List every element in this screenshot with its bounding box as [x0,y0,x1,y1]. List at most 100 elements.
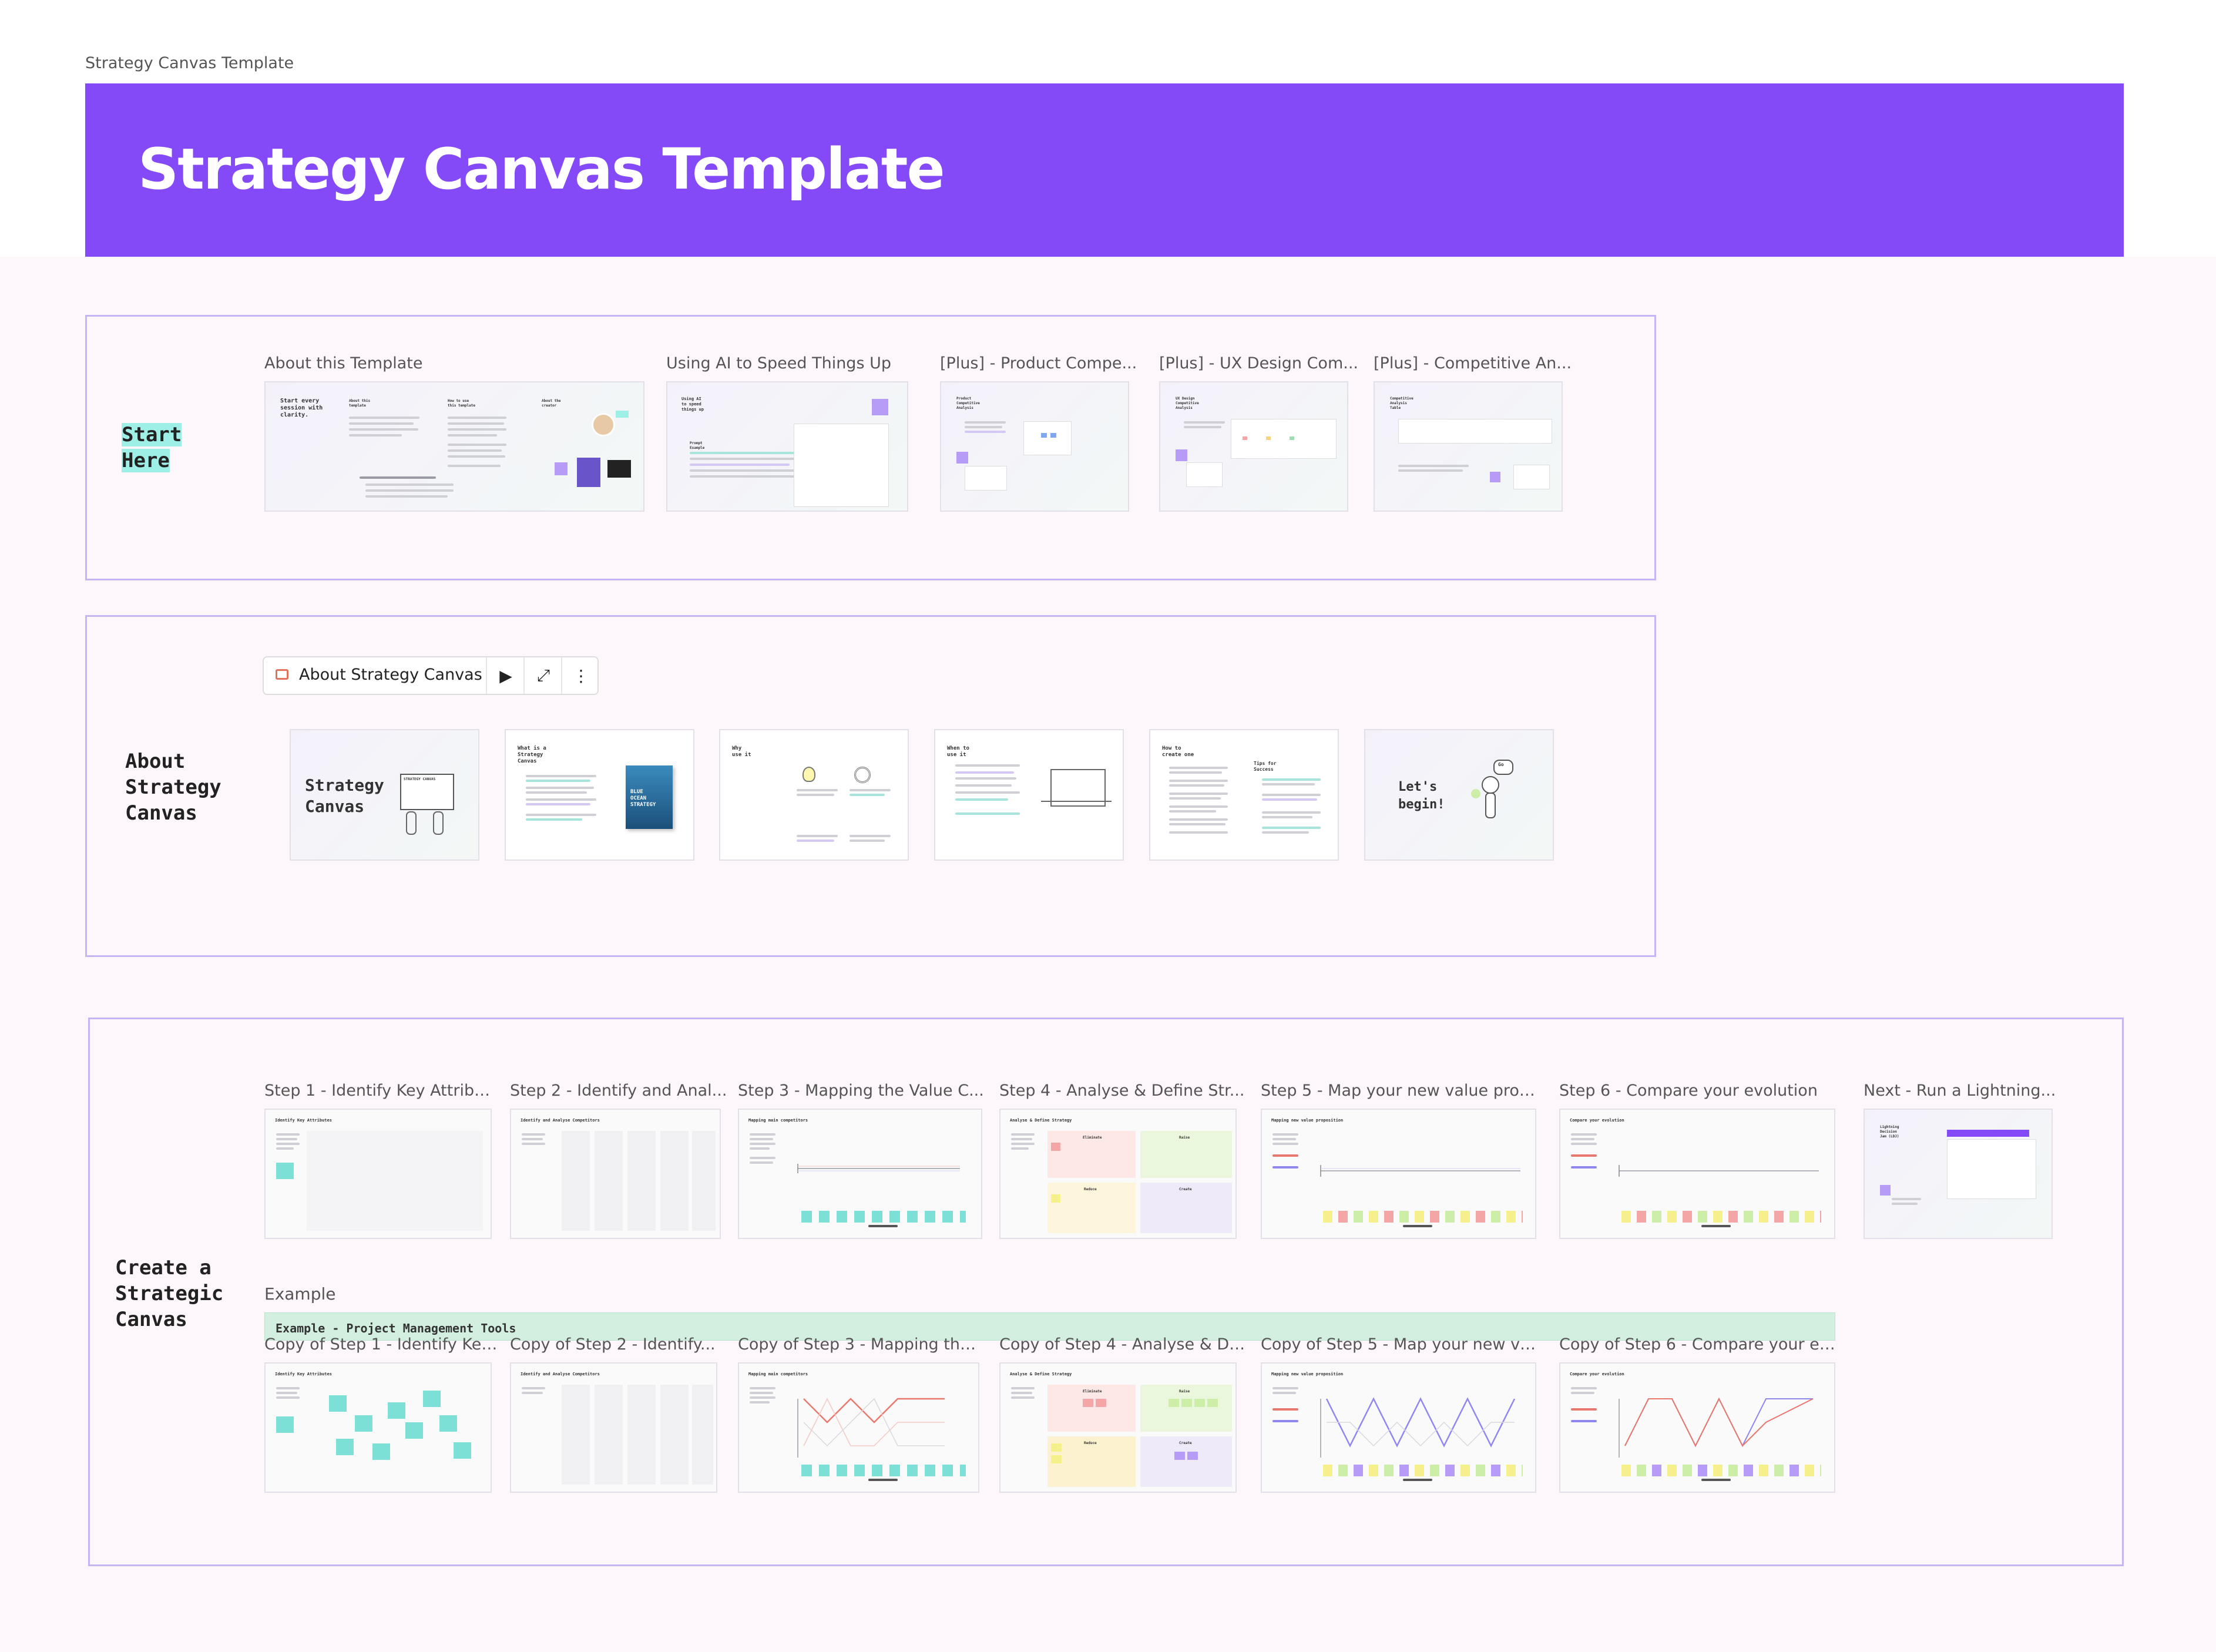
frame-about-template[interactable]: About this Template Start every session … [264,354,644,512]
attribute-stickies [1621,1211,1821,1223]
attribute-stickies [801,1211,966,1223]
frame-product-competitive[interactable]: [Plus] - Product Compe... Product Compet… [940,354,1137,512]
board-name: Strategy Canvas Template [85,54,294,72]
presentation-title[interactable]: About Strategy Canvas [299,666,482,684]
section-label-start-here: Start Here [122,423,182,472]
thumb-heading: Mapping main competitors [748,1372,808,1376]
section-label-about: About Strategy Canvas [125,750,221,825]
frame-thumbnail: Start every session with clarity. About … [264,381,644,512]
frame-step-2[interactable]: Step 2 - Identify and Anal... Identify a… [510,1082,727,1239]
example-label: Example [264,1284,336,1304]
frame-title: Copy of Step 6 - Compare your ev... [1559,1335,1841,1354]
slide-thumbnail: How to create one Tips for Success [1149,729,1339,861]
frame-step-3[interactable]: Step 3 - Mapping the Value C... Mapping … [738,1082,984,1239]
frame-title: Using AI to Speed Things Up [666,354,891,372]
quadrant-raise [1140,1131,1232,1178]
frame-next-lightning[interactable]: Next - Run a Lightning... Lightning Deci… [1864,1082,2056,1239]
frame-thumbnail: Lightning Decision Jam (LDJ) [1864,1109,2053,1239]
frame-ux-design[interactable]: [Plus] - UX Design Com... UX Design Comp… [1159,354,1358,512]
frame-step-4[interactable]: Step 4 - Analyse & Define Str... Analyse… [999,1082,1244,1239]
frame-copy-step-6[interactable]: Copy of Step 6 - Compare your ev... Comp… [1559,1335,1841,1493]
quadrant-reduce [1047,1436,1136,1487]
thumb-heading: Analyse & Define Strategy [1010,1372,1072,1376]
value-curve-chart [1320,1397,1516,1458]
thumb-heading: Mapping new value proposition [1271,1372,1344,1376]
frame-step-6[interactable]: Step 6 - Compare your evolution Compare … [1559,1082,1835,1239]
quadrant-reduce [1047,1183,1136,1233]
frame-title: Step 3 - Mapping the Value C... [738,1082,984,1100]
slide-title: Let's begin! [1398,780,1445,812]
frame-title: Step 2 - Identify and Anal... [510,1082,727,1100]
frame-copy-step-3[interactable]: Copy of Step 3 - Mapping the... Mapping … [738,1335,985,1493]
thumb-col-title: About the creator [542,399,561,408]
slide-title: Strategy Canvas [305,775,384,816]
thumb-heading: Lightning Decision Jam (LDJ) [1880,1125,1899,1139]
attribute-stickies [801,1465,966,1476]
quadrant-eliminate [1047,1131,1136,1178]
thumb-heading: Identify Key Attributes [275,1372,332,1376]
quadrant-label: Create [1179,1187,1192,1191]
frame-thumbnail: Identify Key Attributes [264,1109,492,1239]
whiteboard-illustration [400,774,454,810]
slide-thumbnail: Let's begin! Go [1364,729,1554,861]
person-illustration [1482,776,1499,794]
frame-competitive-analysis[interactable]: [Plus] - Competitive An... Competitive A… [1374,354,1572,512]
frame-using-ai[interactable]: Using AI to Speed Things Up Using AI to … [666,354,908,512]
frame-copy-step-5[interactable]: Copy of Step 5 - Map your new val... Map… [1261,1335,1543,1493]
target-icon [854,767,871,783]
frame-title: Copy of Step 5 - Map your new val... [1261,1335,1543,1354]
attribute-sticky [388,1402,405,1419]
slide-title: How to create one [1162,746,1194,758]
frame-copy-step-2[interactable]: Copy of Step 2 - Identify... Identify an… [510,1335,717,1493]
attribute-sticky [355,1415,372,1432]
attribute-sticky [336,1439,354,1455]
slide-how-create[interactable]: How to create one Tips for Success [1149,729,1339,861]
frame-step-1[interactable]: Step 1 - Identify Key Attribut... Identi… [264,1082,499,1239]
presentation-toolbar[interactable]: About Strategy Canvas ▶ ⤢ ⋮ [263,656,599,695]
quadrant-label: Reduce [1084,1187,1097,1191]
slide-thumbnail: Why use it [719,729,909,861]
slide-title: What is a Strategy Canvas [518,746,546,764]
team-illustration [1050,769,1106,807]
slide-lets-begin[interactable]: Let's begin! Go [1364,729,1554,861]
thumb-heading: Identify and Analyse Competitors [521,1118,600,1123]
thumb-subheading: Prompt Example [690,441,705,450]
slide-title: When to use it [947,746,969,758]
value-curve-chart [1320,1165,1520,1177]
thumb-heading: Product Competitive Analysis [956,397,980,410]
slide-thumbnail: Strategy Canvas STRATEGY CANVAS [290,729,479,861]
frame-thumbnail: Product Competitive Analysis [940,381,1129,512]
slide-when-use[interactable]: When to use it [934,729,1124,861]
quadrant-create [1140,1183,1232,1233]
attribute-sticky [439,1415,457,1432]
more-icon[interactable]: ⋮ [561,657,600,694]
quadrant-label: Raise [1179,1389,1190,1394]
frame-copy-step-4[interactable]: Copy of Step 4 - Analyse & De... Analyse… [999,1335,1246,1493]
quadrant-label: Eliminate [1083,1389,1102,1394]
slide-why-use[interactable]: Why use it [719,729,909,861]
slide-what-is[interactable]: What is a Strategy Canvas BLUE OCEAN STR… [505,729,694,861]
frame-title: Step 4 - Analyse & Define Str... [999,1082,1245,1100]
frame-title: Copy of Step 4 - Analyse & De... [999,1335,1246,1354]
attribute-stickies [1323,1211,1523,1223]
quadrant-raise [1140,1385,1232,1432]
value-curve-chart [1619,1397,1814,1458]
thumb-heading: Using AI to speed things up [681,397,704,412]
play-icon[interactable]: ▶ [486,657,525,694]
frame-step-5[interactable]: Step 5 - Map your new value prop... Mapp… [1261,1082,1543,1239]
frame-title: About this Template [264,354,423,372]
thumb-heading: Mapping main competitors [748,1118,808,1123]
frame-copy-step-1[interactable]: Copy of Step 1 - Identify Key... Identif… [264,1335,499,1493]
frame-thumbnail: Mapping new value proposition [1261,1362,1536,1493]
slide-strategy-canvas[interactable]: Strategy Canvas STRATEGY CANVAS [290,729,479,861]
frame-title: Step 1 - Identify Key Attribut... [264,1082,499,1100]
frame-thumbnail: Competitive Analysis Table [1374,381,1563,512]
attribute-sticky [329,1395,347,1412]
thumb-heading: Start every session with clarity. [280,398,323,418]
quadrant-label: Reduce [1084,1441,1097,1445]
title-banner: Strategy Canvas Template [85,83,2124,257]
speech-bubble [1493,760,1513,775]
expand-icon[interactable]: ⤢ [523,657,562,694]
quadrant-create [1140,1436,1232,1487]
thumb-col-title: How to use this template [448,399,475,408]
